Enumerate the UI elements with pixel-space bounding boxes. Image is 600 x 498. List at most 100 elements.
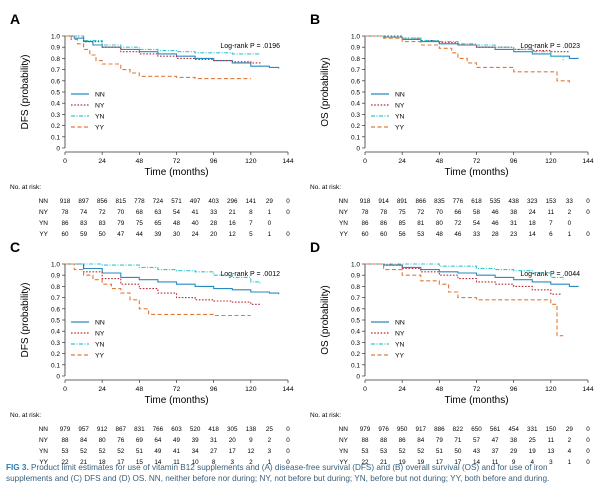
y-tick-label: 0 [56,146,60,153]
at-risk-cell: 81 [417,220,425,227]
x-tick-label: 96 [210,386,218,393]
y-tick-label: 0.8 [351,56,360,63]
at-risk-group-ny: NY [339,209,349,216]
at-risk-group-nn: NN [339,426,349,433]
at-risk-cell: 153 [546,198,557,205]
at-risk-cell: 29 [266,198,274,205]
at-risk-cell: 776 [453,198,464,205]
at-risk-cell: 950 [397,426,408,433]
at-risk-group-nn: NN [39,426,49,433]
km-curve-yy [365,35,570,83]
at-risk-cell: 88 [61,437,69,444]
at-risk-cell: 86 [380,220,388,227]
at-risk-cell: 23 [510,231,518,238]
x-tick-label: 72 [473,158,481,165]
at-risk-cell: 520 [190,426,201,433]
at-risk-cell: 918 [360,198,371,205]
at-risk-cell: 78 [61,209,69,216]
at-risk-cell: 0 [586,209,590,216]
y-tick-label: 1.0 [51,262,60,269]
at-risk-cell: 29 [566,426,574,433]
at-risk-cell: 38 [510,437,518,444]
log-rank-annotation: Log-rank P = .0044 [520,271,580,278]
y-tick-label: 0 [56,374,60,381]
km-curve-yy [65,35,251,80]
km-panel-a: A 0 0.1 0.2 0.3 0.4 0.5 0.6 0.7 0.8 0.9 1.0 DFS (pro… [10,11,294,238]
at-risk-cell: 53 [361,448,369,455]
y-tick-label: 0.1 [351,362,360,369]
at-risk-cell: 10 [192,459,200,466]
at-risk-cell: 976 [378,426,389,433]
at-risk-cell: 0 [286,437,290,444]
at-risk-cell: 84 [417,437,425,444]
at-risk-cell: 2 [568,209,572,216]
y-axis-label: OS (probability) [320,57,331,126]
at-risk-cell: 0 [586,426,590,433]
at-risk-cell: 331 [527,426,538,433]
x-axis-label: Time (months) [444,167,508,178]
legend-label-yy: YY [395,353,405,360]
at-risk-cell: 53 [61,448,69,455]
at-risk-cell: 49 [173,437,181,444]
at-risk-cell: 25 [529,437,537,444]
y-tick-label: 0.9 [51,45,60,52]
at-risk-cell: 454 [508,426,519,433]
y-tick-label: 0.9 [51,273,60,280]
y-tick-label: 0.2 [51,123,60,130]
at-risk-cell: 778 [134,198,145,205]
y-tick-label: 0.5 [51,90,60,97]
at-risk-cell: 40 [192,220,200,227]
at-risk-cell: 912 [97,426,108,433]
x-tick-label: 48 [436,386,444,393]
log-rank-annotation: Log-rank P = .0023 [520,43,580,50]
at-risk-cell: 58 [473,209,481,216]
x-tick-label: 24 [398,158,406,165]
at-risk-cell: 886 [434,426,445,433]
at-risk-cell: 74 [80,209,88,216]
y-axis-label: OS (probability) [320,285,331,354]
legend-label-yn: YN [395,342,405,349]
x-tick-label: 24 [398,386,406,393]
y-tick-label: 0.4 [351,329,360,336]
legend-label-ny: NY [395,331,405,338]
at-risk-cell: 914 [378,198,389,205]
x-tick-label: 72 [173,386,181,393]
at-risk-cell: 650 [471,426,482,433]
at-risk-cell: 25 [266,426,274,433]
at-risk-cell: 822 [453,426,464,433]
at-risk-cell: 571 [171,198,182,205]
y-tick-label: 0.2 [351,351,360,358]
y-tick-label: 0.5 [51,318,60,325]
at-risk-cell: 46 [454,231,462,238]
y-tick-label: 0.4 [51,329,60,336]
at-risk-cell: 22 [61,459,69,466]
y-tick-label: 0.3 [351,112,360,119]
at-risk-cell: 1 [568,459,572,466]
at-risk-cell: 0 [586,437,590,444]
at-risk-cell: 19 [399,459,407,466]
at-risk-group-ny: NY [39,437,49,444]
at-risk-cell: 86 [399,437,407,444]
y-tick-label: 0.2 [351,123,360,130]
x-tick-label: 120 [545,158,557,165]
legend-label-ny: NY [95,103,105,110]
at-risk-cell: 24 [529,209,537,216]
at-risk-cell: 323 [527,198,538,205]
x-tick-label: 48 [136,386,144,393]
at-risk-cell: 37 [492,448,500,455]
at-risk-cell: 1 [268,231,272,238]
at-risk-cell: 49 [154,448,162,455]
at-risk-cell: 34 [192,448,200,455]
x-tick-label: 96 [510,386,518,393]
at-risk-cell: 11 [492,459,499,466]
at-risk-cell: 957 [78,426,89,433]
y-tick-label: 0.8 [51,284,60,291]
at-risk-cell: 64 [154,437,162,444]
y-tick-label: 0.2 [51,351,60,358]
at-risk-cell: 7 [549,220,553,227]
at-risk-cell: 867 [115,426,126,433]
at-risk-cell: 39 [154,231,162,238]
at-risk-group-yn: YN [339,220,348,227]
y-tick-label: 0.7 [351,295,360,302]
legend-label-ny: NY [95,331,105,338]
